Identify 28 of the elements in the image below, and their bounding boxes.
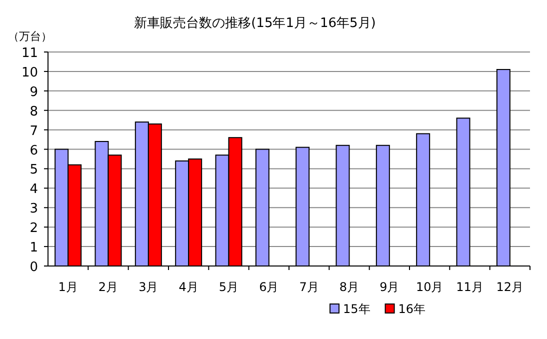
x-tick-label: 5月 [218, 280, 239, 294]
x-tick-label: 1月 [58, 280, 78, 294]
legend-label: 16年 [398, 302, 426, 316]
legend-label: 15年 [343, 302, 370, 316]
x-tick-label: 3月 [138, 280, 158, 294]
y-tick-label: 10 [21, 65, 38, 80]
x-tick-label: 12月 [496, 280, 524, 294]
x-tick-label: 10月 [416, 280, 444, 294]
x-tick-label: 4月 [178, 280, 198, 294]
y-tick-label: 3 [30, 202, 38, 217]
y-tick-label: 8 [30, 104, 38, 120]
y-tick-label: 9 [30, 84, 38, 100]
y-tick-label: 0 [30, 260, 38, 275]
y-tick-label: 1 [30, 240, 38, 256]
y-tick-label: 6 [30, 143, 38, 158]
x-tick-label: 9月 [380, 280, 400, 294]
y-tick-label: 2 [30, 221, 38, 236]
x-tick-label: 6月 [259, 280, 279, 294]
y-tick-label: 7 [30, 124, 38, 139]
x-tick-label: 2月 [98, 280, 118, 294]
y-tick-label: 5 [30, 162, 38, 178]
y-axis-title: （万台） [8, 30, 52, 43]
x-tick-label: 8月 [339, 280, 360, 294]
x-tick-label: 7月 [299, 280, 319, 294]
x-tick-label: 11月 [456, 280, 484, 294]
chart-title: 新車販売台数の推移(15年1月～16年5月) [134, 16, 376, 31]
y-tick-label: 11 [21, 46, 38, 61]
y-tick-label: 4 [30, 182, 38, 198]
